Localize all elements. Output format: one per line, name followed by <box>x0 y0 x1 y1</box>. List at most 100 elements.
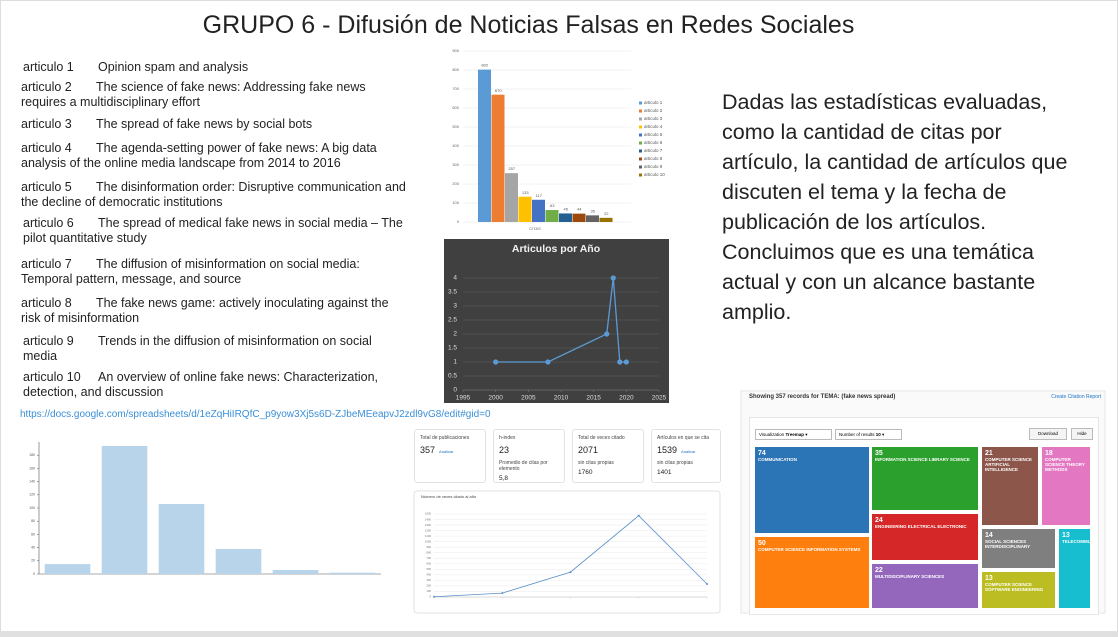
article: articulo 9 Trends in the diffusion of mis… <box>23 334 408 364</box>
y-tick-label: 2.5 <box>448 317 457 324</box>
article-title: Trends in the diffusion of misinformatio… <box>23 334 372 363</box>
value: Treemap <box>785 432 804 437</box>
article-title: An overview of online fake news: Charact… <box>23 370 379 399</box>
download-button[interactable]: Download <box>1029 428 1067 440</box>
stat-value: 2071 <box>578 445 638 455</box>
data-label: 802 <box>481 63 488 68</box>
treemap-cell: 35 INFORMATION SCIENCE LIBRARY SCIENCE <box>871 446 979 511</box>
bar <box>599 217 613 222</box>
article-title: The science of fake news: Addressing fak… <box>21 80 366 109</box>
y-tick-label: 0 <box>453 387 457 394</box>
treemap-cell: 18 COMPUTER SCIENCE THEORY METHODS <box>1041 446 1091 526</box>
article-number: articulo 4 <box>21 141 72 155</box>
y-tick-label: 900 <box>426 545 431 549</box>
y-tick-label: 0.5 <box>448 373 457 380</box>
legend-swatch <box>639 157 642 161</box>
stat-card: Total de publicaciones 357 Analizar <box>414 429 486 483</box>
citation-report-link[interactable]: Create Citation Report <box>1051 394 1101 400</box>
point <box>604 331 610 337</box>
point <box>545 359 551 365</box>
article-number: articulo 1 <box>23 60 74 74</box>
article-title: The spread of medical fake news in socia… <box>23 216 403 245</box>
stat-number: 2071 <box>578 445 599 455</box>
bar <box>545 210 559 222</box>
article-number: articulo 7 <box>21 257 72 271</box>
y-tick-label: 1000 <box>425 539 432 543</box>
article-title: The fake news game: actively inoculating… <box>21 296 389 325</box>
legend-label: articulo 6 <box>644 140 663 145</box>
conclusion: Dadas las estadísticas evaluadas, como l… <box>722 87 1072 327</box>
y-tick-label: 700 <box>426 556 431 560</box>
y-tick-label: 160 <box>29 466 35 470</box>
analyze-link[interactable]: Analizar <box>681 449 696 454</box>
data-label: 45 <box>564 207 569 212</box>
y-tick-label: 200 <box>426 584 431 588</box>
point <box>433 595 435 598</box>
y-tick-label: 80 <box>31 519 35 523</box>
stat-label: Total de publicaciones <box>420 435 470 441</box>
point <box>493 359 499 365</box>
data-label: 257 <box>508 166 515 171</box>
cell-label: COMPUTER SCIENCE ARTIFICIAL INTELLIGENCE <box>985 457 1033 472</box>
stat-value: 1539 Analizar <box>657 445 715 455</box>
spreadsheet-link[interactable]: https://docs.google.com/spreadsheets/d/1… <box>20 409 491 420</box>
results-select[interactable]: Number of results 10 ▾ <box>835 429 902 440</box>
legend-label: articulo 5 <box>644 132 663 137</box>
y-tick-label: 4 <box>453 275 457 282</box>
article: articulo 5 The disinformation order: Disr… <box>21 180 406 210</box>
article: articulo 10 An overview of online fake ne… <box>23 370 408 400</box>
y-tick-label: 300 <box>452 162 459 167</box>
stat-card: h-index 23 Promedio de citas por elemento 5… <box>493 429 565 483</box>
y-tick-label: 1200 <box>425 528 432 532</box>
bar <box>491 94 505 222</box>
y-tick-label: 800 <box>452 67 459 72</box>
y-tick-label: 0 <box>429 595 431 599</box>
stat-sub-value: 1760 <box>578 469 593 476</box>
point <box>569 571 572 574</box>
article: articulo 7 The diffusion of misinformatio… <box>21 257 406 287</box>
legend-label: articulo 7 <box>644 148 663 153</box>
legend-swatch <box>639 149 642 153</box>
visualization-select[interactable]: Visualization Treemap ▾ <box>755 429 832 440</box>
stat-label: Total de veces citado <box>578 435 625 441</box>
data-label: 133 <box>522 190 529 195</box>
legend-swatch <box>639 101 642 105</box>
x-tick-label: 2015 <box>586 395 601 402</box>
chart-title: Articulos por Año <box>512 243 600 255</box>
conclusion-text: Dadas las estadísticas evaluadas, como l… <box>722 90 1068 234</box>
point <box>617 359 623 365</box>
analyze-link[interactable]: Analizar <box>439 449 454 454</box>
y-tick-label: 100 <box>452 200 459 205</box>
article-title: The disinformation order: Disruptive com… <box>21 180 406 209</box>
cell-value: 13 <box>1062 532 1070 539</box>
hide-button[interactable]: Hide <box>1071 428 1093 440</box>
legend-label: articulo 3 <box>644 116 663 121</box>
cell-value: 74 <box>758 450 766 457</box>
x-tick-label: 2025 <box>652 395 667 402</box>
cell-value: 22 <box>875 567 883 574</box>
article-title: The spread of fake news by social bots <box>96 117 313 131</box>
cell-value: 13 <box>985 575 993 582</box>
cell-label: MULTIDISCIPLINARY SCIENCES <box>875 574 945 579</box>
cell-value: 35 <box>875 450 883 457</box>
treemap-cell: 24 ENGINEERING ELECTRICAL ELECTRONIC <box>871 513 979 561</box>
article-number: articulo 2 <box>21 80 72 94</box>
article: articulo 4 The agenda-setting power of fa… <box>21 141 406 171</box>
legend-swatch <box>639 109 642 113</box>
point <box>637 514 640 517</box>
treemap-panel: Showing 357 records for TEMA: (fake news… <box>741 391 1105 615</box>
bar <box>559 213 572 222</box>
treemap-cell: 50 COMPUTER SCIENCE INFORMATION SYSTEMS <box>754 536 870 609</box>
point <box>501 592 504 595</box>
data-label: 117 <box>536 193 543 198</box>
x-tick-label: 2010 <box>554 395 569 402</box>
cell-value: 18 <box>1045 450 1053 457</box>
stat-value: 357 Analizar <box>420 445 480 455</box>
bar <box>505 173 518 222</box>
stat-sub-value: 1401 <box>657 469 672 476</box>
legend-swatch <box>639 173 642 177</box>
treemap-cell: 21 COMPUTER SCIENCE ARTIFICIAL INTELLIGEN… <box>981 446 1039 526</box>
bar <box>478 69 491 223</box>
legend-label: articulo 8 <box>644 156 663 161</box>
